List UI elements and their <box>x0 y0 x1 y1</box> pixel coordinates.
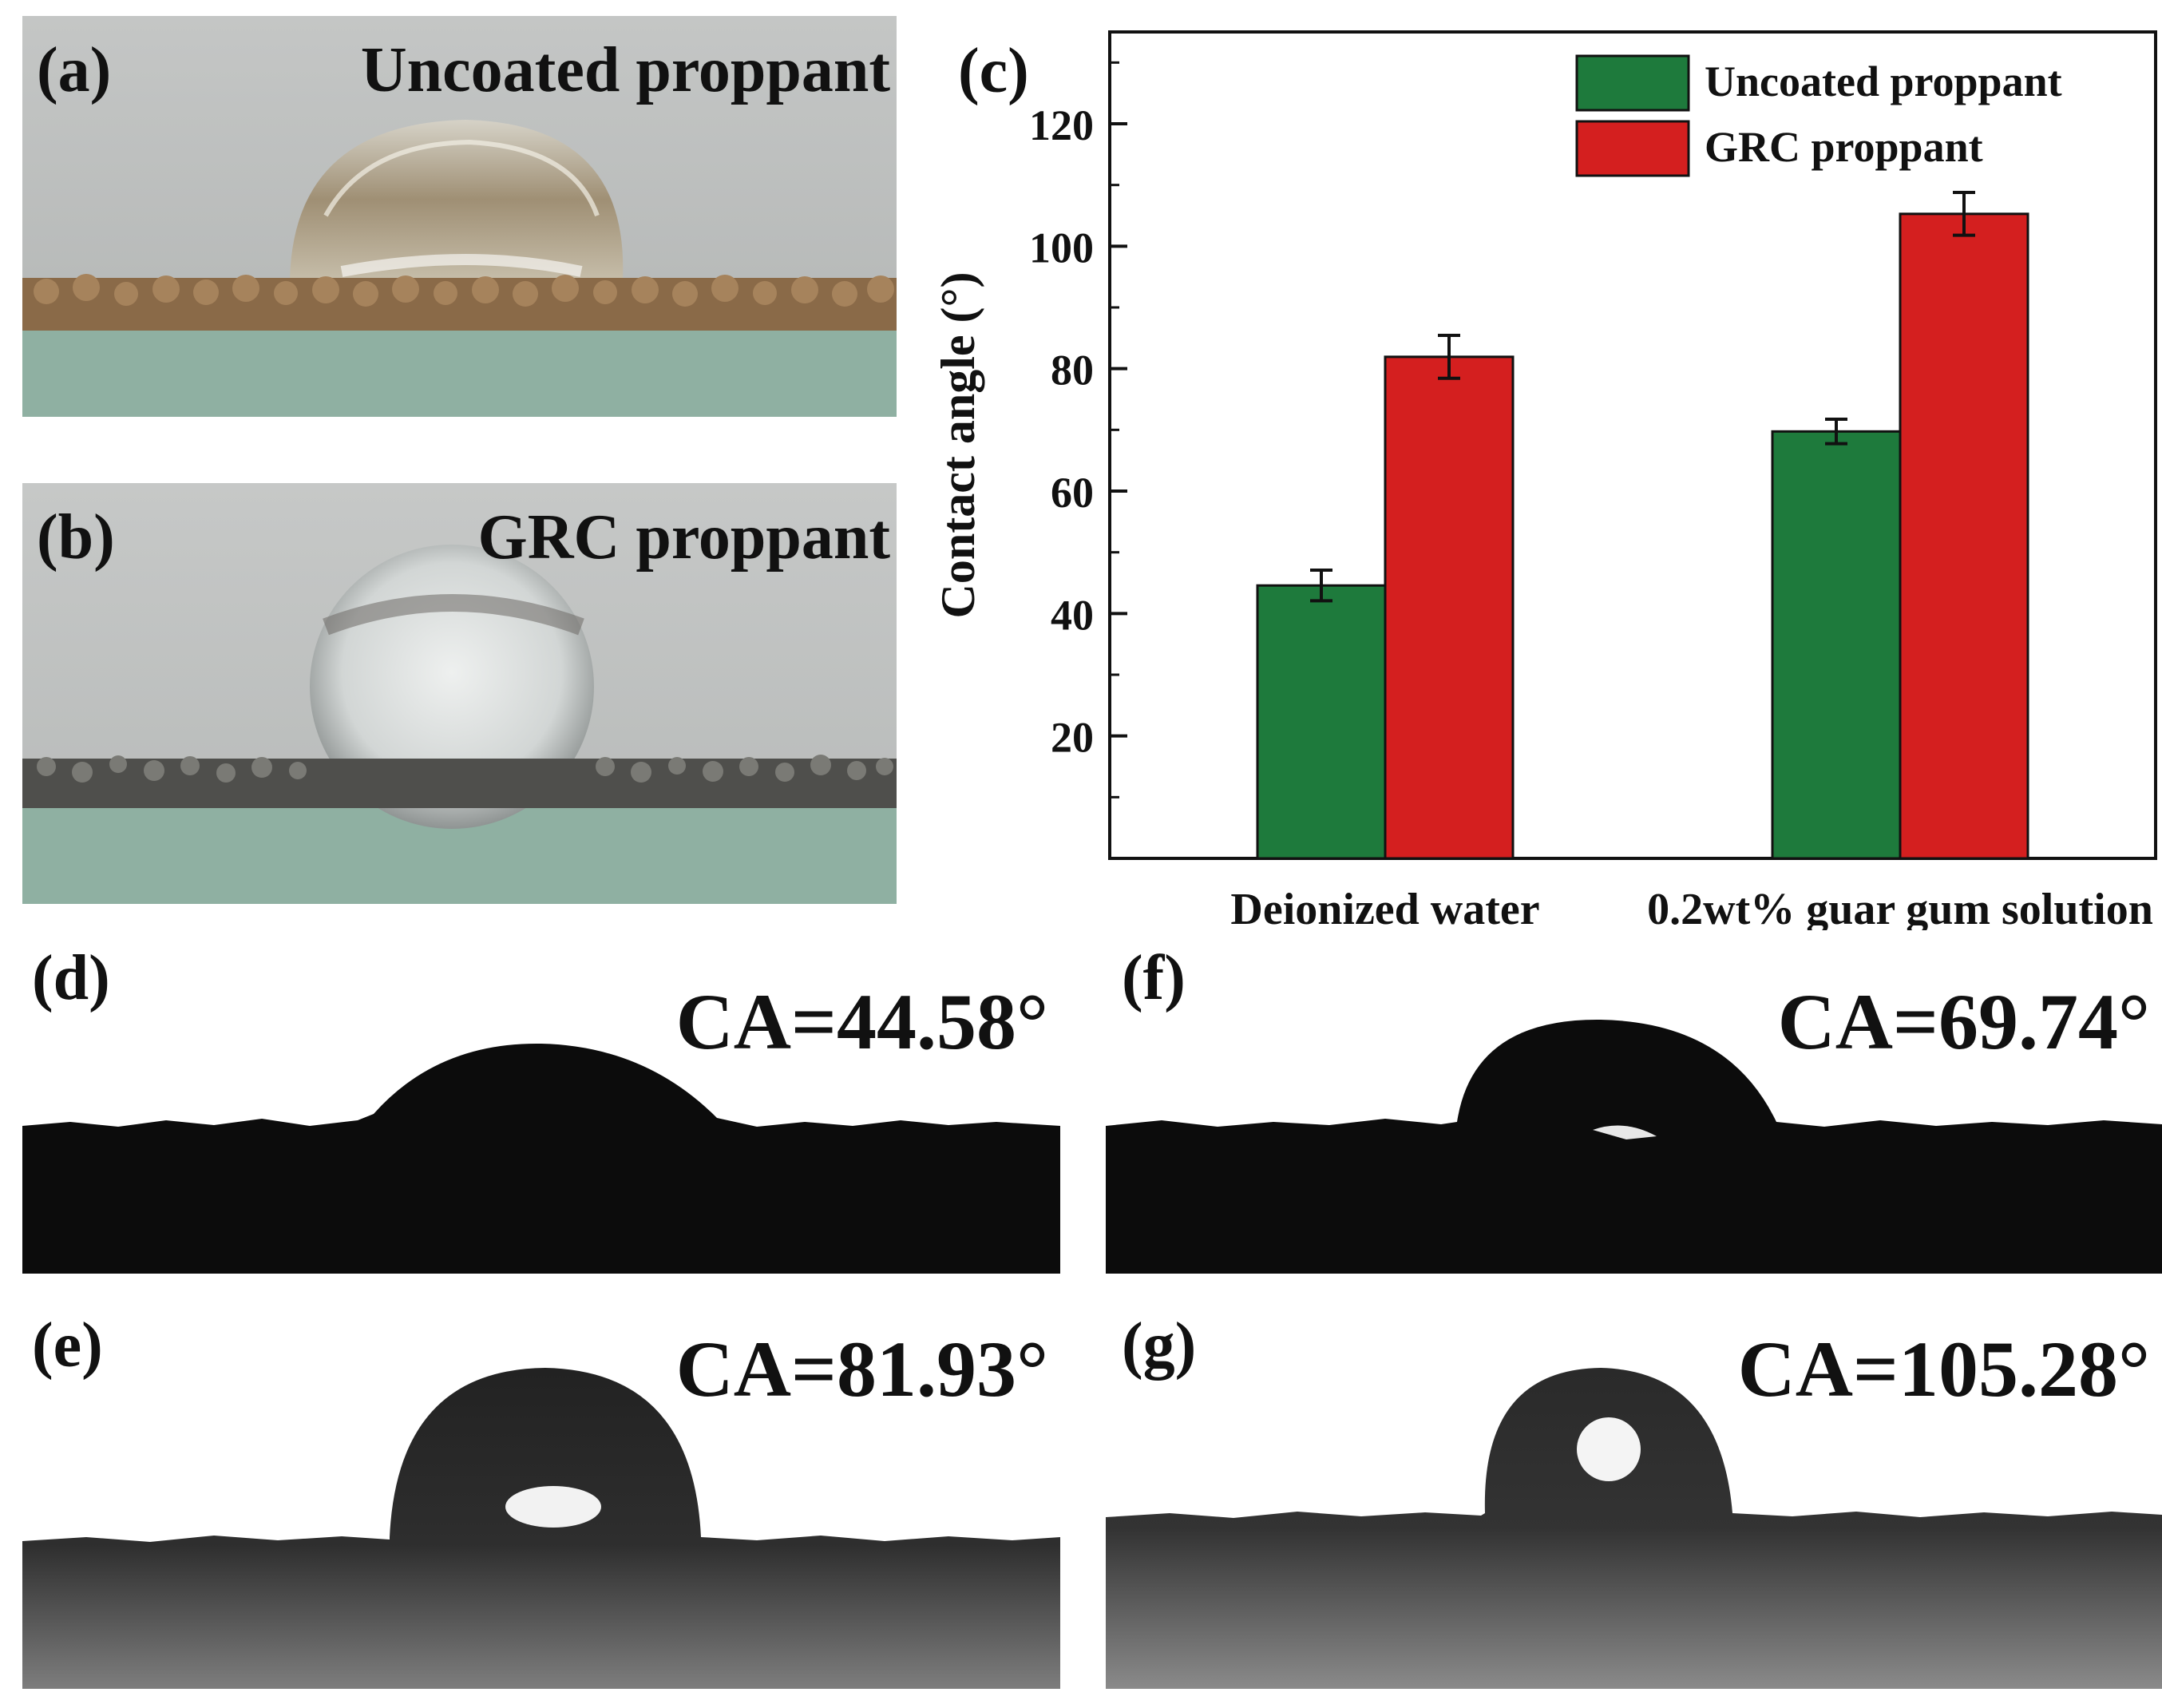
y-tick-label-80: 80 <box>1051 347 1094 394</box>
panel-b: (b) GRC proppant <box>22 483 897 904</box>
panel-f-letter: (f) <box>1122 943 1186 1013</box>
panel-e-letter: (e) <box>32 1310 103 1381</box>
panel-f: (f) CA=69.74° <box>1106 930 2162 1274</box>
panel-a-title: Uncoated proppant <box>360 35 890 105</box>
y-tick-label-40: 40 <box>1051 591 1094 639</box>
x-category-label-1: 0.2wt% guar gum solution <box>1647 885 2153 934</box>
panel-b-title: GRC proppant <box>477 502 890 573</box>
y-tick-label-20: 20 <box>1051 714 1094 762</box>
panel-a-letter: (a) <box>37 35 112 105</box>
bar-grc-0 <box>1384 355 1515 860</box>
legend-swatch-0 <box>1575 54 1690 112</box>
bar-uncoated-1 <box>1771 430 1902 860</box>
y-tick-label-60: 60 <box>1051 469 1094 517</box>
legend-label-0: Uncoated proppant <box>1705 57 2062 105</box>
panel-e-contact-angle: CA=81.93° <box>675 1325 1048 1413</box>
silhouette-grc-guar <box>1106 1298 2162 1689</box>
bar-uncoated-0 <box>1256 584 1387 860</box>
bar-grc-1 <box>1899 212 2029 860</box>
contact-angle-bar-chart: (c) 20 40 60 80 100 120 Contact angle (°) Deioni… <box>932 30 2157 934</box>
panel-e: (e) CA=81.93° <box>22 1298 1060 1689</box>
panel-b-letter: (b) <box>37 502 115 573</box>
panel-c-letter: (c) <box>958 36 1029 106</box>
y-tick-label-100: 100 <box>1029 224 1094 271</box>
silhouette-uncoated-guar <box>1106 930 2162 1274</box>
panel-a: (a) Uncoated proppant <box>22 16 897 417</box>
y-tick-label-120: 120 <box>1029 101 1094 149</box>
panel-d-letter: (d) <box>32 943 110 1013</box>
legend-swatch-1 <box>1575 120 1690 177</box>
photo-grc-droplet <box>22 483 897 904</box>
panel-g: (g) CA=105.28° <box>1106 1298 2162 1689</box>
y-axis-label: Contact angle (°) <box>932 272 984 619</box>
plot-frame <box>1108 30 2157 860</box>
legend-label-1: GRC proppant <box>1705 123 1983 171</box>
panel-d: (d) CA=44.58° <box>22 930 1060 1274</box>
x-category-label-0: Deionized water <box>1230 885 1539 934</box>
photo-uncoated-droplet <box>22 16 897 417</box>
panel-g-letter: (g) <box>1122 1310 1197 1381</box>
panel-g-contact-angle: CA=105.28° <box>1737 1325 2150 1413</box>
silhouette-uncoated-water <box>22 930 1060 1274</box>
silhouette-grc-water <box>22 1298 1060 1689</box>
panel-f-contact-angle: CA=69.74° <box>1777 977 2150 1066</box>
panel-d-contact-angle: CA=44.58° <box>675 977 1048 1066</box>
